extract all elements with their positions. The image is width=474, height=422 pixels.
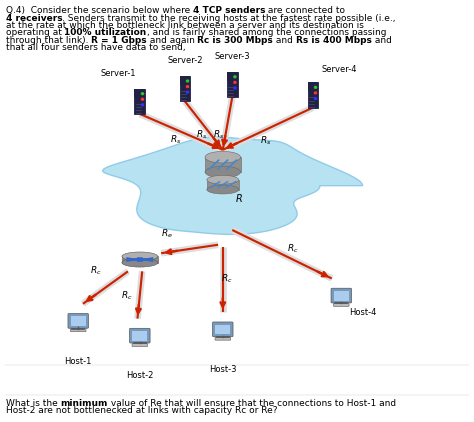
Ellipse shape (207, 176, 239, 184)
Text: $R_c$: $R_c$ (91, 265, 102, 277)
Bar (207, 180, 239, 189)
Bar (205, 157, 241, 172)
Text: 4 receivers: 4 receivers (6, 14, 62, 23)
Text: Host-4: Host-4 (349, 308, 376, 317)
FancyBboxPatch shape (132, 344, 147, 346)
Ellipse shape (207, 185, 239, 194)
Text: $R_s$: $R_s$ (213, 129, 225, 141)
Text: $R$: $R$ (235, 192, 243, 204)
Polygon shape (103, 137, 363, 234)
Text: operating at: operating at (6, 29, 64, 38)
Text: Server-1: Server-1 (101, 69, 136, 78)
Text: Host-2: Host-2 (126, 371, 154, 380)
Circle shape (234, 76, 236, 78)
Bar (132, 331, 147, 341)
Text: Server-3: Server-3 (214, 52, 250, 61)
Text: and: and (273, 36, 296, 45)
FancyBboxPatch shape (129, 328, 150, 343)
Circle shape (234, 87, 236, 89)
Text: and again: and again (146, 36, 198, 45)
Bar (334, 291, 349, 300)
Text: Rc is 300 Mbps: Rc is 300 Mbps (198, 36, 273, 45)
Bar (308, 82, 318, 91)
Text: . Senders transmit to the receiving hosts at the fastest rate possible (i.e.,: . Senders transmit to the receiving host… (62, 14, 396, 23)
Bar (122, 257, 158, 262)
Text: Host-3: Host-3 (209, 365, 237, 374)
Bar (308, 82, 318, 108)
Bar (218, 172, 228, 180)
Text: 4 TCP senders: 4 TCP senders (193, 6, 265, 15)
Text: 100% utilization: 100% utilization (64, 29, 146, 38)
Circle shape (186, 86, 189, 87)
Text: value of Re that will ensure that the connections to Host-1 and: value of Re that will ensure that the co… (108, 398, 396, 408)
Text: at the rate at which the bottleneck link between a server and its destination is: at the rate at which the bottleneck link… (6, 21, 364, 30)
Text: $R_s$: $R_s$ (170, 133, 181, 146)
Text: and: and (372, 36, 392, 45)
Circle shape (141, 104, 144, 106)
FancyBboxPatch shape (334, 303, 349, 306)
Ellipse shape (122, 252, 158, 261)
Bar (180, 76, 190, 101)
FancyBboxPatch shape (215, 337, 230, 340)
Text: that all four senders have data to send,: that all four senders have data to send, (6, 43, 185, 52)
Circle shape (141, 93, 144, 95)
Text: through that link).: through that link). (6, 36, 91, 45)
Text: $R_c$: $R_c$ (287, 243, 299, 255)
Circle shape (314, 97, 317, 100)
Circle shape (314, 92, 317, 94)
Text: Q.4)  Consider the scenario below where: Q.4) Consider the scenario below where (6, 6, 193, 15)
Bar (180, 76, 190, 85)
FancyBboxPatch shape (71, 329, 86, 332)
Text: $R_c$: $R_c$ (121, 289, 132, 302)
Circle shape (234, 81, 236, 83)
Circle shape (141, 98, 144, 100)
Text: minimum: minimum (60, 398, 108, 408)
Text: $R_s$: $R_s$ (260, 135, 271, 147)
Text: $R_e$: $R_e$ (161, 227, 173, 240)
FancyBboxPatch shape (212, 322, 233, 337)
Bar (227, 72, 237, 81)
Ellipse shape (205, 166, 240, 178)
Bar (71, 316, 86, 326)
Text: Rs is 400 Mbps: Rs is 400 Mbps (296, 36, 372, 45)
Circle shape (186, 91, 189, 93)
Bar (215, 325, 230, 334)
Circle shape (186, 80, 189, 82)
Bar (135, 89, 145, 97)
Ellipse shape (122, 258, 158, 267)
Text: Server-2: Server-2 (167, 57, 202, 65)
Bar (227, 72, 237, 97)
Text: $R_c$: $R_c$ (221, 272, 233, 285)
Text: Server-4: Server-4 (321, 65, 356, 74)
Ellipse shape (205, 151, 240, 163)
Text: R = 1 Gbps: R = 1 Gbps (91, 36, 146, 45)
Text: are connected to: are connected to (265, 6, 346, 15)
FancyBboxPatch shape (331, 288, 352, 303)
Text: $R_s$: $R_s$ (196, 129, 207, 141)
Text: Host-1: Host-1 (64, 357, 92, 365)
Text: What is the: What is the (6, 398, 60, 408)
Text: , and is fairly shared among the connections passing: , and is fairly shared among the connect… (146, 29, 386, 38)
Circle shape (314, 87, 317, 88)
Bar (135, 89, 145, 114)
FancyBboxPatch shape (68, 314, 89, 328)
Text: Host-2 are not bottlenecked at links with capacity Rc or Re?: Host-2 are not bottlenecked at links wit… (6, 406, 277, 415)
